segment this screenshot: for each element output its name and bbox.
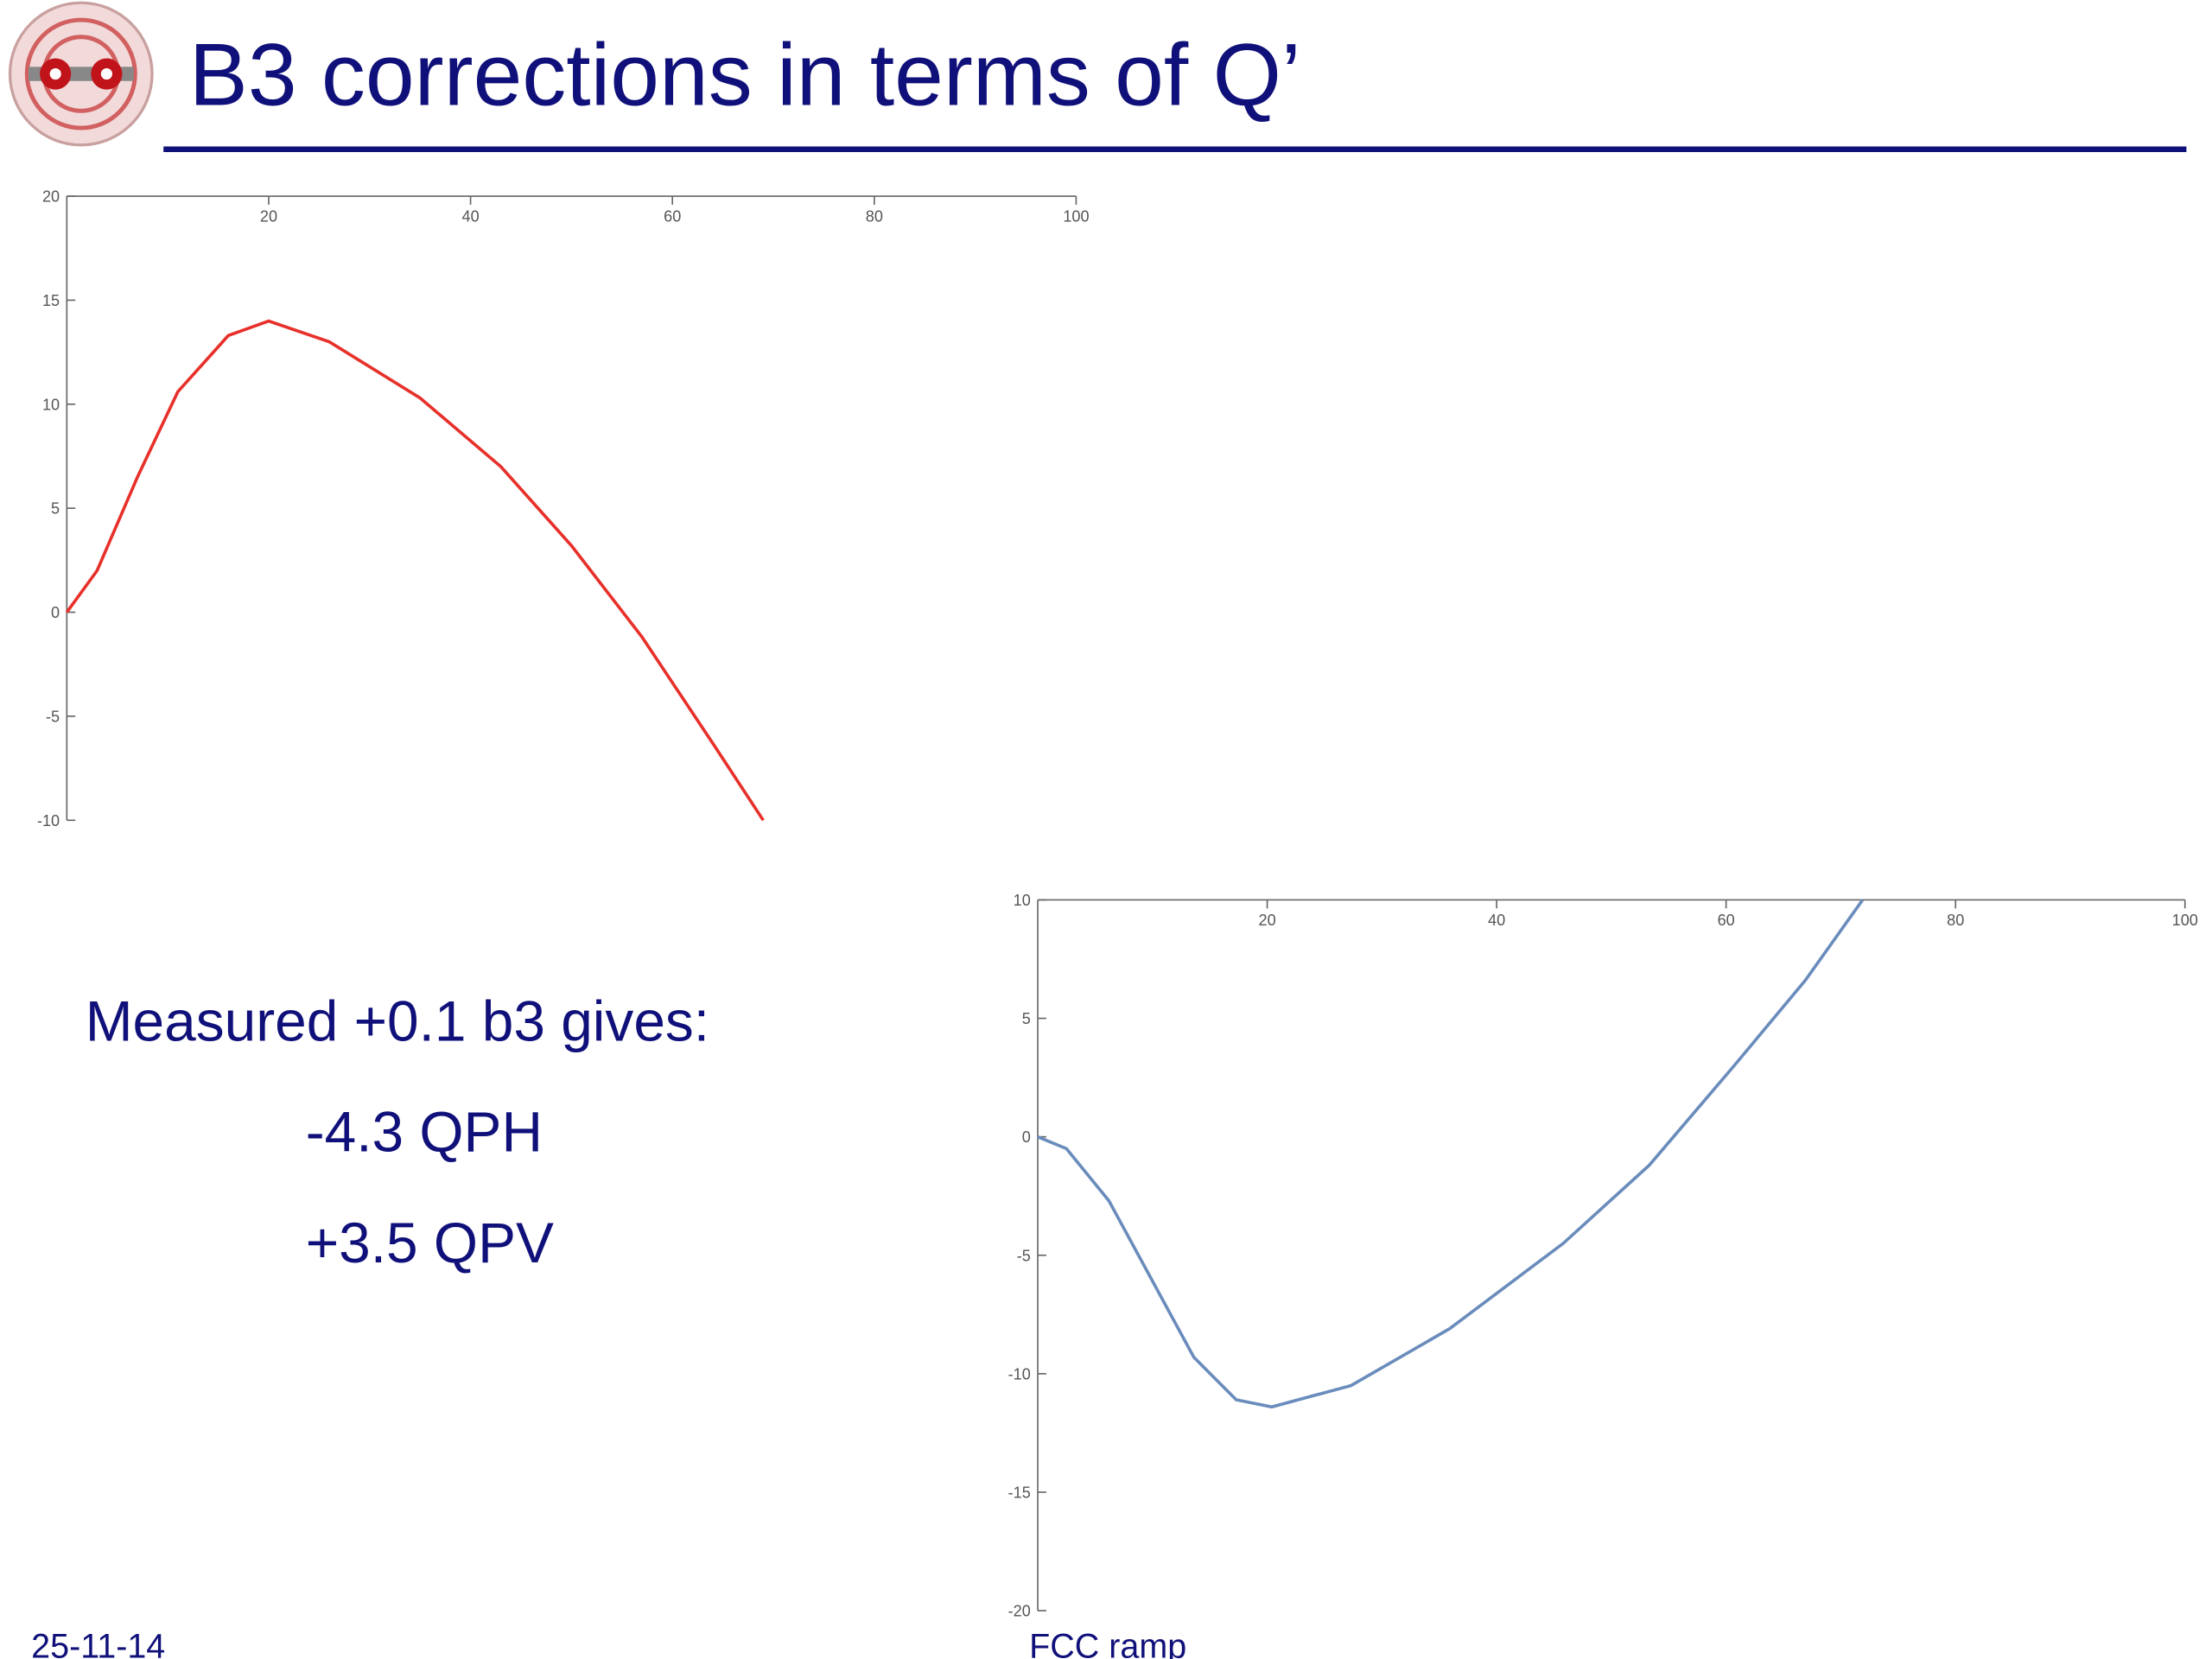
x-tick-label: 20 bbox=[260, 208, 277, 226]
data-line bbox=[65, 319, 765, 822]
x-tick-label: 80 bbox=[1947, 912, 1964, 929]
chart: 20 40 60 80 100 -10 -5 0 5 10 15 20 bbox=[37, 188, 1090, 830]
body-text: Measured +0.1 b3 gives: bbox=[86, 988, 709, 1052]
x-tick-label: 60 bbox=[1718, 912, 1735, 929]
y-tick-label: 0 bbox=[51, 604, 60, 621]
data-line bbox=[1037, 899, 1865, 1409]
x-tick-label: 40 bbox=[462, 208, 480, 226]
x-tick-label: 40 bbox=[1488, 912, 1505, 929]
logo bbox=[8, 1, 154, 147]
y-tick-label: -5 bbox=[1017, 1247, 1031, 1264]
y-tick-label: 10 bbox=[42, 396, 60, 413]
y-tick-label: 0 bbox=[1022, 1128, 1031, 1146]
y-tick-label: 5 bbox=[1022, 1010, 1031, 1027]
y-tick-label: -10 bbox=[1008, 1365, 1031, 1382]
y-tick-label: -20 bbox=[1008, 1603, 1031, 1620]
y-tick-label: 10 bbox=[1014, 892, 1031, 909]
footer-date: 25-11-14 bbox=[31, 1627, 165, 1659]
x-tick-label: 100 bbox=[1063, 208, 1089, 226]
body-text: -4.3 QPH bbox=[306, 1100, 543, 1164]
x-tick-label: 100 bbox=[2172, 912, 2198, 929]
slide-title: B3 corrections in terms of Q’ bbox=[189, 26, 1301, 124]
y-tick-label: 15 bbox=[42, 292, 60, 309]
y-tick-label: -15 bbox=[1008, 1484, 1031, 1502]
y-tick-label: -5 bbox=[46, 709, 60, 726]
chart: 20 40 60 80 100 -20 -15 -10 -5 0 5 10 bbox=[1008, 892, 2198, 1620]
y-tick-label: 20 bbox=[42, 188, 60, 206]
footer-label: FCC ramp bbox=[1029, 1627, 1186, 1659]
y-tick-label: -10 bbox=[37, 812, 60, 830]
x-tick-label: 60 bbox=[664, 208, 681, 226]
y-tick-label: 5 bbox=[51, 500, 60, 518]
x-tick-label: 20 bbox=[1259, 912, 1276, 929]
body-text: +3.5 QPV bbox=[306, 1211, 554, 1274]
x-tick-label: 80 bbox=[866, 208, 883, 226]
